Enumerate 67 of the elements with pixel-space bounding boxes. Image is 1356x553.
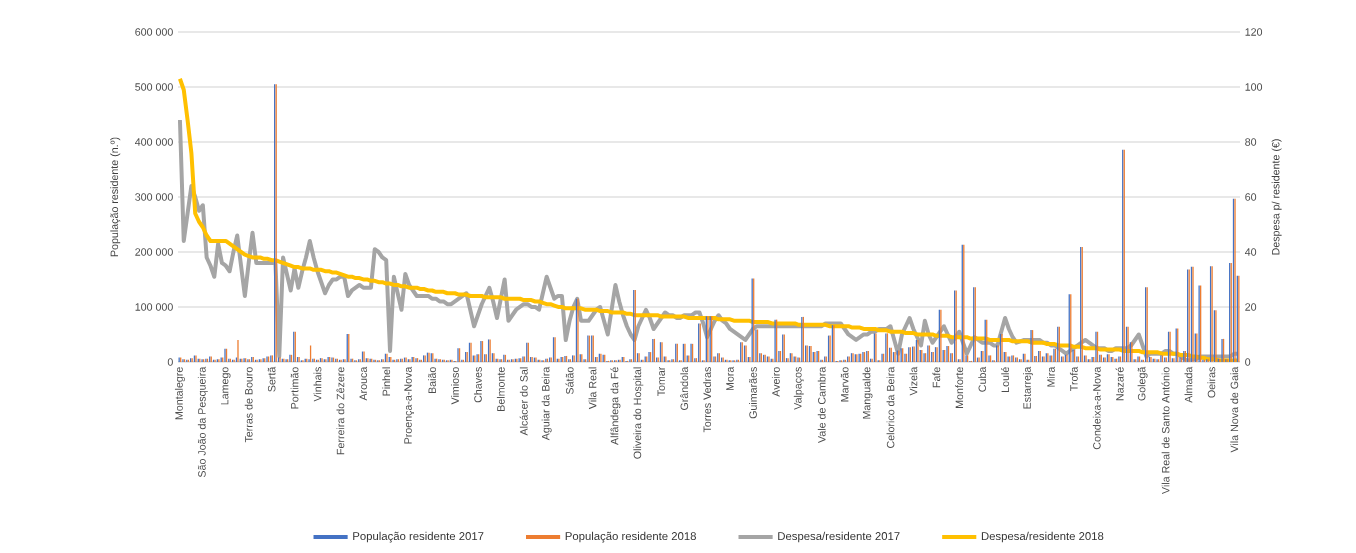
- x-tick-label: Alcácer do Sal: [519, 367, 528, 436]
- x-tick-label: Condeixa-a-Nova: [1092, 366, 1101, 450]
- x-tick-label: Vimioso: [451, 367, 459, 405]
- y2-axis-title: Despesa p/ residente (€): [1271, 139, 1282, 255]
- y-tick-label: 100 000: [135, 303, 173, 311]
- x-tick-label: Vila Nova de Gaia: [1230, 366, 1239, 453]
- x-tick-label: Oliveira do Hospital: [633, 367, 644, 459]
- x-tick-label: Proença-a-Nova: [404, 366, 414, 444]
- x-tick-label: Loulé: [1001, 367, 1010, 392]
- x-tick-label: Celorico da Beira: [886, 366, 895, 448]
- x-tick-label: Aveiro: [771, 367, 780, 397]
- x-tick-label: Estarreja: [1023, 366, 1033, 409]
- x-tick-label: Sertã: [267, 366, 276, 392]
- y2-tick-label: 20: [1245, 303, 1257, 311]
- x-tick-label: Vizela: [909, 366, 918, 396]
- x-tick-label: Vila Real de Santo António: [1161, 367, 1170, 494]
- x-tick-label: Golegã: [1137, 366, 1148, 401]
- x-tick-label: Trofa: [1069, 366, 1078, 391]
- x-tick-label: Montalegre: [174, 367, 185, 420]
- y-tick-label: 200 000: [135, 248, 173, 256]
- x-tick-label: Cuba: [978, 366, 987, 392]
- x-tick-label: Marvão: [840, 367, 849, 402]
- x-tick-label: Mora: [726, 366, 734, 391]
- x-tick-label: Monforte: [955, 367, 964, 408]
- legend-label: População residente 2017: [353, 531, 484, 543]
- x-tick-label: Arouca: [359, 366, 368, 401]
- x-tick-label: Ferreira do Zêzere: [336, 367, 345, 455]
- legend-label: Despesa/residente 2018: [981, 531, 1104, 543]
- x-tick-label: Alfândega da Fé: [610, 367, 621, 445]
- x-tick-label: Mangualde: [862, 367, 873, 419]
- x-tick-label: Lamego: [220, 367, 231, 405]
- legend-label: População residente 2018: [565, 531, 696, 543]
- x-tick-label: Nazaré: [1115, 367, 1124, 401]
- x-tick-label: Sátão: [565, 367, 574, 395]
- x-tick-label: Mira: [1046, 366, 1055, 387]
- x-tick-label: Guimarães: [749, 367, 757, 419]
- x-tick-label: Oeiras: [1207, 367, 1216, 398]
- y-tick-label: 400 000: [135, 138, 173, 146]
- x-tick-label: Torres Vedras: [703, 367, 712, 433]
- legend-label: Despesa/residente 2017: [778, 531, 900, 543]
- x-tick-label: Tomar: [657, 366, 665, 397]
- x-tick-label: Valpaços: [793, 367, 804, 410]
- y-tick-label: 300 000: [135, 193, 173, 201]
- x-tick-label: Aguiar da Beira: [541, 366, 552, 441]
- x-tick-label: Chaves: [473, 367, 482, 403]
- x-tick-label: Vinhais: [313, 367, 322, 402]
- y2-tick-label: 80: [1245, 138, 1257, 146]
- x-tick-label: Terras de Bouro: [244, 367, 253, 443]
- y2-tick-label: 60: [1245, 193, 1257, 201]
- x-tick-label: Grândola: [680, 366, 689, 411]
- x-tick-label: Portimão: [290, 367, 299, 409]
- x-tick-label: Almada: [1184, 366, 1193, 403]
- x-tick-label: São João da Pesqueira: [197, 366, 208, 478]
- x-tick-label: Vale de Cambra: [817, 366, 826, 443]
- y-tick-label: 0: [167, 358, 173, 366]
- x-tick-label: Vila Real: [588, 367, 597, 410]
- y-tick-label: 600 000: [135, 28, 173, 36]
- x-tick-label: Fafe: [932, 367, 941, 388]
- y2-tick-label: 100: [1245, 83, 1263, 91]
- y2-tick-label: 120: [1245, 28, 1263, 36]
- y-axis-title: População residente (n.º): [110, 137, 121, 257]
- x-tick-label: Pinhel: [382, 367, 391, 396]
- y-tick-label: 500 000: [135, 83, 173, 91]
- y2-tick-label: 40: [1244, 248, 1257, 256]
- y2-tick-label: 0: [1245, 358, 1251, 366]
- x-tick-label: Belmonte: [496, 367, 505, 411]
- x-tick-label: Baião: [428, 367, 436, 394]
